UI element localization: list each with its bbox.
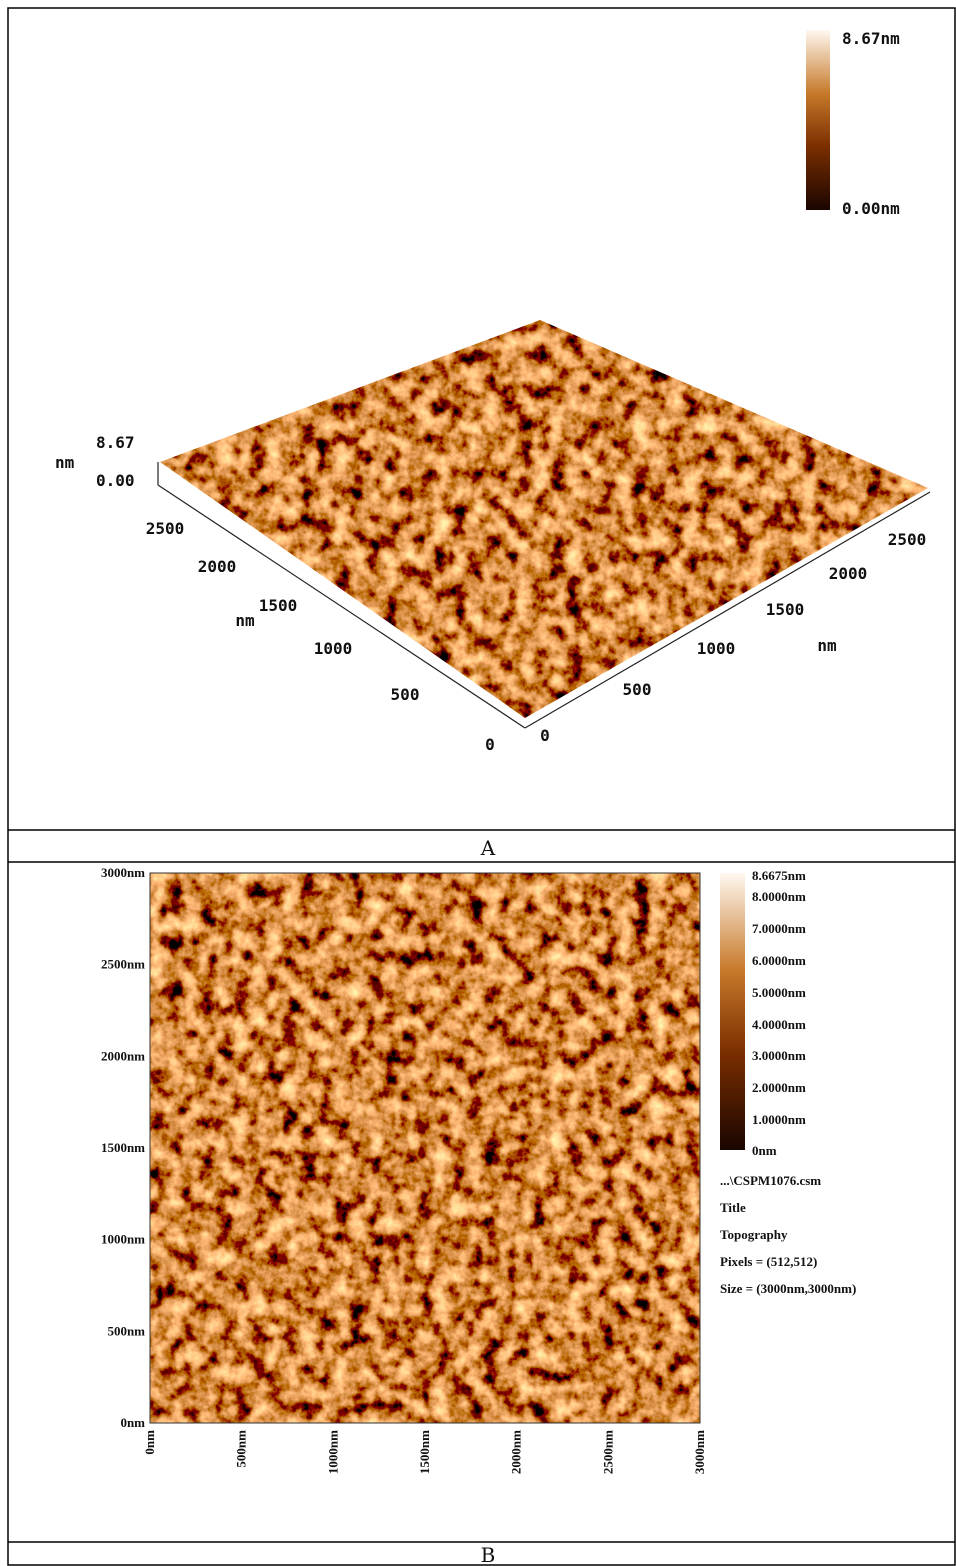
label: 1000nm [325, 1430, 340, 1474]
label: 500nm [107, 1323, 145, 1338]
label: 3000nm [692, 1430, 707, 1474]
label: 0.00nm [842, 199, 900, 218]
label: 6.0000nm [752, 953, 806, 968]
label: 2500nm [600, 1430, 615, 1474]
label: 3.0000nm [752, 1048, 806, 1063]
colorbar [806, 30, 830, 210]
label: 0 [540, 726, 550, 745]
label: 1000 [697, 639, 736, 658]
label: 7.0000nm [752, 921, 806, 936]
label: ...\CSPM1076.csm [720, 1173, 821, 1188]
label: nm [817, 636, 837, 655]
label: Pixels = (512,512) [720, 1254, 817, 1269]
label: 2000nm [509, 1430, 524, 1474]
label: 2000 [829, 564, 868, 583]
label: nm [235, 611, 255, 630]
label: 500 [623, 680, 652, 699]
label: 4.0000nm [752, 1017, 806, 1032]
label: 8.67nm [842, 29, 900, 48]
label: 1500nm [417, 1430, 432, 1474]
label: 5.0000nm [752, 985, 806, 1000]
label: 0nm [752, 1143, 777, 1158]
label: 0nm [120, 1415, 145, 1430]
label: 500 [391, 685, 420, 704]
topography-image [150, 873, 700, 1423]
label: Title [720, 1200, 746, 1215]
label: 2.0000nm [752, 1080, 806, 1095]
surface-3d [150, 310, 940, 730]
colorbar [720, 873, 745, 1150]
label: 3000nm [101, 865, 145, 880]
label: 1000nm [101, 1232, 145, 1247]
label: 2500 [888, 530, 927, 549]
label: 8.67 [96, 433, 135, 452]
label: 1500 [766, 600, 805, 619]
label: 1500nm [101, 1140, 145, 1155]
label: 1000 [314, 639, 353, 658]
label: Topography [720, 1227, 788, 1242]
label: 2500nm [101, 957, 145, 972]
label: 2500 [146, 519, 185, 538]
label: 0nm [142, 1430, 157, 1455]
label: 8.6675nm [752, 868, 806, 883]
label: nm [55, 453, 75, 472]
label: 1500 [259, 596, 298, 615]
label: 8.0000nm [752, 889, 806, 904]
label: 0.00 [96, 471, 135, 490]
label: Size = (3000nm,3000nm) [720, 1281, 856, 1296]
figure: A B 8.67nm 0.00nm nm 8.67 0.00 0 500 1000 1500 2000… [0, 0, 956, 1566]
label: B [481, 1543, 496, 1566]
label: A [480, 836, 496, 860]
label: 1.0000nm [752, 1112, 806, 1127]
label: 500nm [234, 1430, 249, 1468]
label: 0 [485, 735, 495, 754]
label: 2000nm [101, 1048, 145, 1063]
label: 2000 [198, 557, 237, 576]
